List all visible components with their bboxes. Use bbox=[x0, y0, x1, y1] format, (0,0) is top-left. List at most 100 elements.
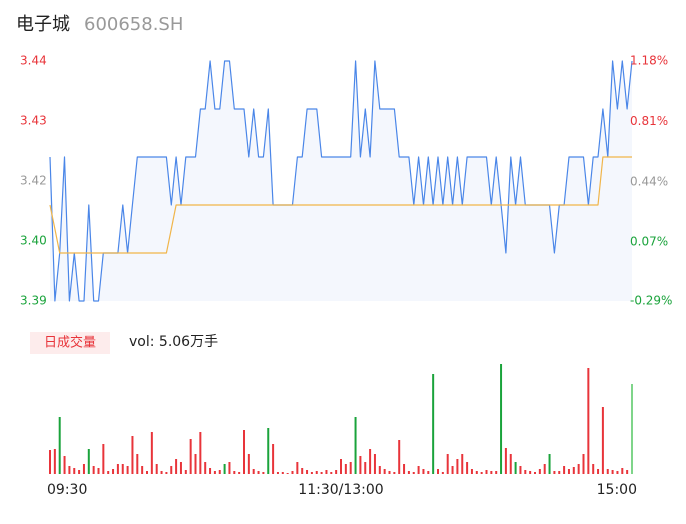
volume-bar bbox=[107, 471, 110, 474]
volume-bar bbox=[592, 464, 595, 474]
volume-bar bbox=[369, 449, 372, 474]
volume-bar bbox=[146, 471, 148, 474]
volume-bar bbox=[228, 462, 231, 474]
volume-bar bbox=[330, 472, 333, 474]
volume-bar bbox=[461, 454, 464, 474]
volume-bar bbox=[490, 471, 493, 474]
volume-bar bbox=[456, 459, 459, 474]
volume-bar bbox=[276, 472, 279, 474]
volume-bar bbox=[407, 471, 410, 474]
y2-tick-label: 0.44% bbox=[630, 174, 668, 188]
volume-bar bbox=[500, 364, 503, 474]
volume-bar bbox=[446, 454, 449, 474]
volume-bar bbox=[475, 471, 478, 474]
volume-bar bbox=[199, 432, 202, 474]
volume-bar bbox=[398, 440, 401, 474]
volume-bar bbox=[141, 466, 144, 474]
volume-bar bbox=[553, 471, 556, 474]
y2-tick-label: 0.81% bbox=[630, 114, 668, 128]
volume-bar bbox=[558, 471, 561, 474]
volume-bar bbox=[432, 374, 435, 474]
volume-bar bbox=[567, 469, 570, 474]
volume-bar bbox=[150, 432, 153, 474]
volume-bar bbox=[170, 466, 173, 474]
volume-bar bbox=[437, 469, 439, 474]
volume-bar bbox=[572, 467, 575, 474]
volume-bar bbox=[73, 468, 76, 474]
volume-bar bbox=[441, 472, 444, 474]
volume-bar bbox=[63, 456, 66, 474]
volume-bar bbox=[325, 470, 328, 474]
volume-bar bbox=[213, 471, 216, 474]
volume-bar bbox=[340, 459, 342, 474]
volume-bar bbox=[179, 462, 182, 474]
volume-bar bbox=[538, 469, 541, 474]
volume-bar bbox=[194, 454, 197, 474]
volume-total: vol: 5.06万手 bbox=[129, 334, 218, 350]
y2-tick-label: -0.29% bbox=[630, 294, 672, 308]
volume-bar bbox=[470, 469, 473, 474]
volume-bar bbox=[223, 464, 226, 474]
volume-bar bbox=[165, 472, 168, 474]
volume-bar bbox=[267, 428, 270, 474]
volume-bar bbox=[272, 444, 275, 474]
volume-bar bbox=[631, 384, 633, 474]
volume-bar bbox=[485, 470, 488, 474]
volume-bar bbox=[306, 470, 309, 474]
volume-bar bbox=[495, 471, 498, 474]
volume-bar bbox=[131, 436, 134, 474]
y-tick-label: 3.44 bbox=[20, 54, 47, 68]
volume-bar bbox=[548, 454, 551, 474]
volume-bar bbox=[606, 469, 609, 474]
y2-tick-label: 0.07% bbox=[630, 235, 668, 249]
volume-bar bbox=[451, 466, 454, 474]
volume-bar bbox=[563, 466, 566, 474]
volume-bar bbox=[247, 454, 250, 474]
volume-bar bbox=[286, 473, 289, 474]
volume-bar bbox=[582, 454, 585, 474]
volume-bar bbox=[412, 472, 415, 474]
volume-bar bbox=[53, 449, 56, 474]
volume-bar bbox=[160, 471, 163, 474]
volume-bar bbox=[58, 417, 61, 474]
volume-bar bbox=[87, 449, 90, 474]
volume-bar bbox=[291, 471, 294, 474]
volume-bar bbox=[175, 459, 178, 474]
volume-bar bbox=[301, 468, 304, 474]
volume-bar bbox=[82, 464, 85, 474]
y-tick-label: 3.42 bbox=[20, 174, 47, 188]
volume-bar bbox=[233, 471, 236, 474]
volume-bar bbox=[257, 471, 260, 474]
volume-bar bbox=[136, 454, 139, 474]
volume-bar bbox=[524, 470, 527, 474]
volume-bar bbox=[466, 462, 469, 474]
volume-bar bbox=[49, 450, 51, 474]
volume-bar bbox=[68, 466, 71, 474]
volume-bar bbox=[344, 464, 347, 474]
volume-bar bbox=[184, 470, 187, 474]
x-tick-label: 15:00 bbox=[597, 482, 637, 498]
y-tick-label: 3.40 bbox=[20, 234, 47, 248]
volume-bar bbox=[378, 466, 381, 474]
volume-bar bbox=[514, 462, 517, 474]
volume-bar bbox=[383, 469, 386, 474]
volume-bar bbox=[388, 471, 391, 474]
volume-bar bbox=[403, 464, 406, 474]
x-tick-label: 11:30/13:00 bbox=[298, 482, 383, 498]
volume-bar bbox=[296, 462, 299, 474]
volume-bar bbox=[543, 464, 546, 474]
volume-bar bbox=[504, 448, 507, 474]
price-area bbox=[50, 61, 632, 301]
x-tick-label: 09:30 bbox=[47, 482, 87, 498]
volume-bar bbox=[427, 471, 430, 474]
volume-bar bbox=[354, 417, 357, 474]
volume-bar bbox=[534, 472, 536, 474]
volume-bar bbox=[116, 464, 119, 474]
volume-bar bbox=[417, 466, 420, 474]
volume-bar bbox=[238, 472, 241, 474]
volume-bar bbox=[587, 368, 590, 474]
volume-bar bbox=[243, 430, 245, 474]
stock-code: 600658.SH bbox=[84, 14, 183, 35]
volume-bar bbox=[616, 471, 619, 474]
